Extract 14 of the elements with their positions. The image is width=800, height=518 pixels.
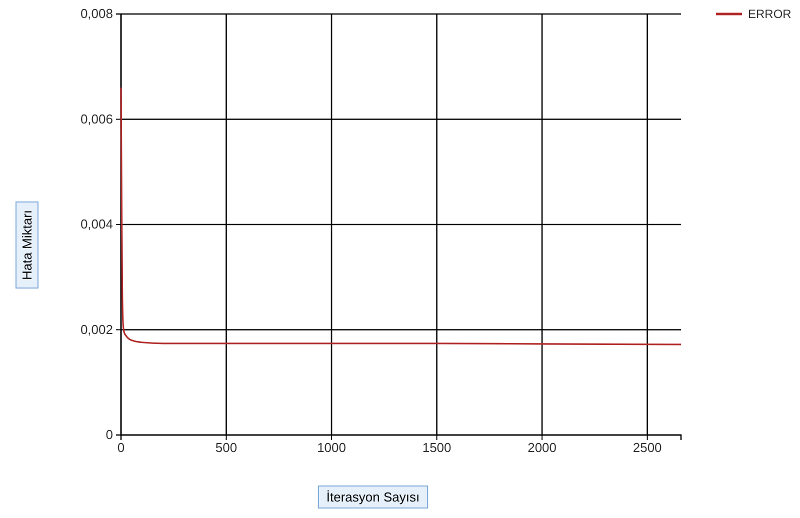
y-axis-title: Hata Miktarı [20, 210, 35, 280]
x-axis-title: İterasyon Sayısı [326, 490, 420, 505]
x-tick-label: 2500 [632, 440, 662, 456]
x-tick-label: 1000 [317, 440, 346, 456]
x-tick-label: 2000 [528, 440, 557, 456]
y-tick-label: 0,008 [80, 6, 113, 22]
y-tick-label: 0,002 [80, 322, 113, 337]
y-tick-label: 0,004 [80, 216, 113, 232]
y-tick-label: 0 [106, 427, 113, 442]
legend-label: ERROR [748, 7, 792, 21]
x-tick-label: 500 [215, 440, 238, 456]
x-tick-label: 1500 [422, 440, 452, 456]
x-tick-label: 0 [117, 440, 125, 456]
y-tick-label: 0,006 [80, 111, 113, 126]
